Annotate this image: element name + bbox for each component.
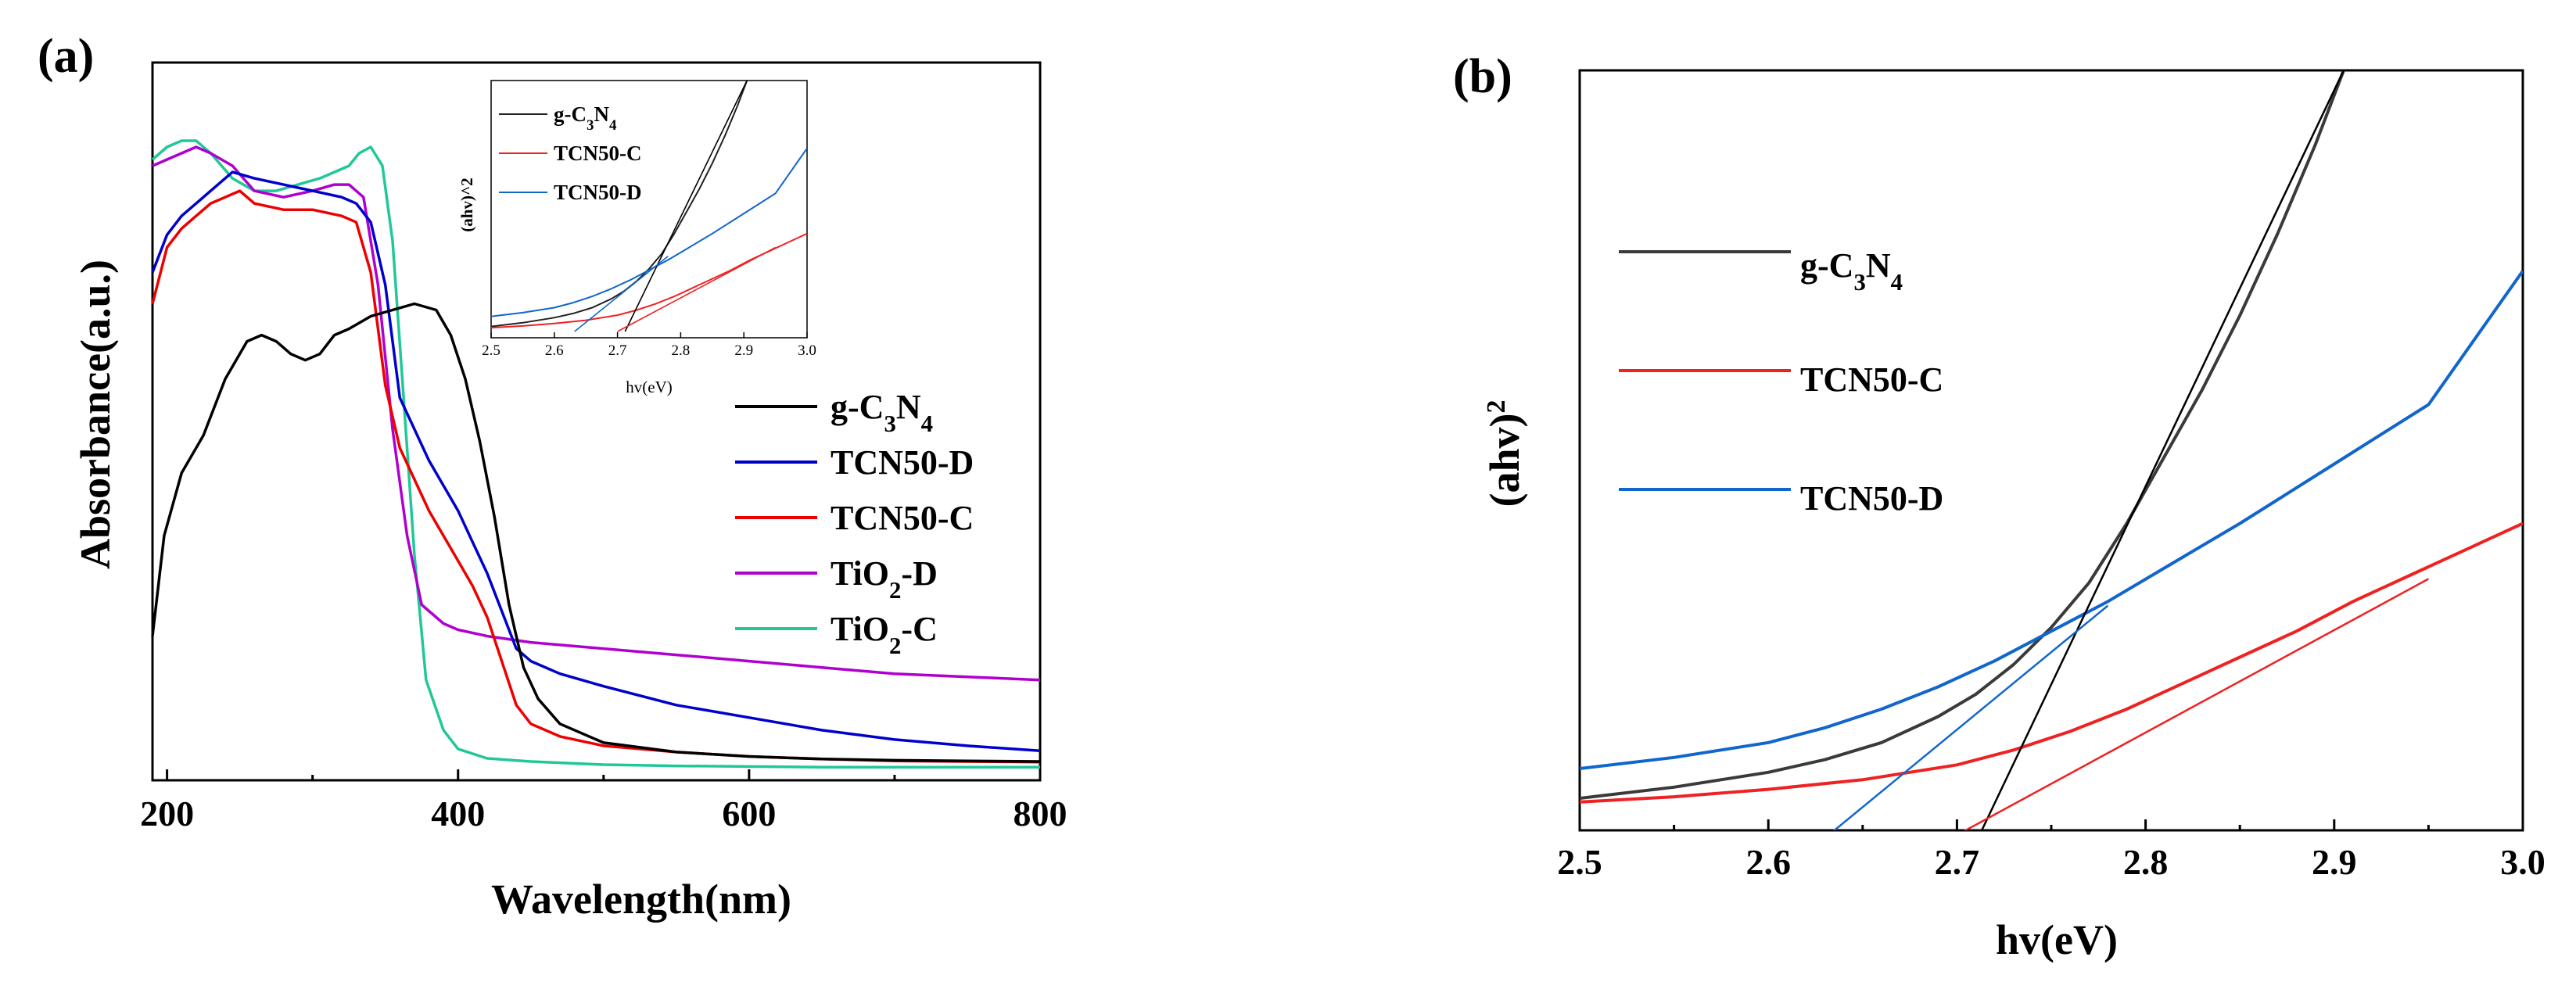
legend-a-label-g-c3n4-label_main: g-C	[831, 388, 884, 426]
legend-inset-label-g-c3n4-label_main: g-C	[554, 102, 587, 126]
plot-b-x-tick-label: 2.8	[2123, 842, 2169, 882]
plot-b: 2.5 2.6 2.7 2.8 2.9 3.0 g-C3N4 TCN50-C TCN50-D	[1557, 69, 2546, 882]
plot-a-series-tcn50-d	[151, 170, 1041, 753]
plot-b-x-tick-label: 2.9	[2312, 842, 2357, 882]
legend-b-label-g-c3n4-sub2: 4	[1891, 269, 1903, 296]
plot-b-y-title: (ahv)2	[1481, 400, 1528, 507]
legend-a-label-g-c3n4-sub1: 3	[884, 410, 895, 437]
plot-b-y-title-main: (ahv)	[1481, 414, 1528, 507]
inset-x-tick-label: 2.6	[545, 342, 564, 359]
plot-b-area	[1580, 70, 2523, 830]
legend-a-label-tcn50-c-label_main: TCN50-C	[831, 499, 974, 537]
plot-a: 200 400 600 800g-C3N4TCN50-DTCN50-CTiO2-DTi…	[140, 61, 1067, 833]
legend-b-label-tcn50-c: TCN50-C	[1800, 360, 1943, 399]
legend-a-label-tcn50-c: TCN50-C	[831, 499, 974, 537]
legend-b-label-g-c3n4-label_main: g-C	[1800, 246, 1853, 285]
plot-b-x-tick-label: 2.7	[1935, 842, 1980, 882]
inset-series-tcn50-d	[491, 148, 807, 317]
inset-y-title: (ahv)^2	[457, 177, 476, 231]
plot-b-series-tcn50-c	[1580, 521, 2523, 804]
legend-inset-label-g-c3n4: g-C3N4	[554, 102, 617, 134]
plot-b-tangent-g-c3n4	[1980, 70, 2345, 830]
inset-x-tick-label: 3.0	[798, 342, 816, 359]
legend-a-label-tio2-d-sub1: 2	[889, 577, 901, 604]
plot-a-x-tick-label: 800	[1014, 794, 1067, 833]
inset-tangent-tcn50-c	[617, 246, 776, 332]
legend-b-label-g-c3n4-sub1: 3	[1853, 269, 1865, 296]
legend-inset-label-tcn50-c-label_main: TCN50-C	[554, 142, 642, 165]
legend-a-label-tio2-d-label_main: TiO	[831, 554, 889, 593]
legend-a-label-tio2-c-label_main: TiO	[831, 610, 889, 648]
legend-b-label-tcn50-d: TCN50-D	[1800, 479, 1943, 518]
plot-a-x-tick-label: 600	[722, 794, 776, 833]
legend-a-label-tcn50-d-label_main: TCN50-D	[831, 443, 974, 482]
inset-tangent-tcn50-d	[574, 256, 669, 332]
legend-a-label-tio2-d-mid: -D	[901, 554, 937, 593]
plot-b-tangent-tcn50-d	[1832, 604, 2109, 830]
plot-a-series-g-c3n4	[151, 302, 1041, 763]
plot-b-series-g-c3n4	[1580, 70, 2345, 800]
legend-a-label-tio2-d: TiO2-D	[831, 554, 938, 604]
inset-series-g-c3n4	[491, 81, 748, 328]
legend-a-label-tio2-c-sub1: 2	[889, 633, 901, 659]
legend-inset-label-tcn50-d: TCN50-D	[554, 181, 642, 204]
legend-inset-label-tcn50-d-label_main: TCN50-D	[554, 181, 642, 204]
legend-a-label-g-c3n4: g-C3N4	[831, 388, 933, 437]
legend-a-label-g-c3n4-sub2: 4	[921, 410, 933, 437]
inset-x-tick-label: 2.5	[482, 342, 500, 359]
legend-a-label-tio2-c: TiO2-C	[831, 610, 938, 659]
legend-a-label-tio2-c-mid: -C	[901, 610, 937, 648]
inset-frame	[490, 80, 808, 339]
plot-a-x-title: Wavelength(nm)	[491, 876, 791, 923]
legend-inset-label-g-c3n4-mid: N	[594, 102, 609, 126]
legend-b-label-tcn50-c-label_main: TCN50-C	[1800, 360, 1943, 399]
plot-a-x-tick-label: 400	[431, 794, 485, 833]
plot-a-series-tio2-d	[152, 145, 1041, 682]
plot-a-y-title: Absorbance(a.u.)	[72, 260, 119, 569]
plot-a-x-tick-label: 200	[140, 794, 194, 833]
plot-b-tangent-tcn50-c	[1963, 578, 2429, 830]
plot-b-x-title: hv(eV)	[1996, 916, 2118, 963]
plot-b-series-tcn50-d	[1580, 270, 2523, 770]
legend-a-label-tcn50-d: TCN50-D	[831, 443, 974, 482]
legend-inset-label-g-c3n4-sub2: 4	[609, 117, 617, 134]
inset-x-title: hv(eV)	[626, 378, 672, 396]
inset-tangent-g-c3n4	[624, 81, 748, 332]
plot-a-inset: 2.5 2.6 2.7 2.8 2.9 3.0 g-C3N4 TCN50-C TCN50-D	[482, 80, 816, 359]
legend-a-label-g-c3n4-mid: N	[896, 388, 921, 426]
legend-b-label-g-c3n4-mid: N	[1866, 246, 1891, 285]
legend-b-label-g-c3n4: g-C3N4	[1800, 246, 1903, 296]
inset-x-tick-label: 2.9	[734, 342, 753, 359]
plot-b-x-tick-label: 2.5	[1557, 842, 1602, 882]
legend-inset-label-tcn50-c: TCN50-C	[554, 142, 642, 165]
plot-a-frame	[151, 61, 1042, 782]
legend-inset-label-g-c3n4-sub1: 3	[587, 117, 594, 134]
plot-b-x-tick-label: 3.0	[2500, 842, 2546, 882]
inset-background	[491, 81, 807, 338]
plot-b-y-title-sup: 2	[1482, 400, 1511, 414]
inset-plot-area	[491, 81, 807, 332]
panel-b-label: (b)	[1453, 50, 1512, 103]
plot-b-x-tick-label: 2.6	[1745, 842, 1791, 882]
inset-x-tick-label: 2.7	[608, 342, 627, 359]
plot-b-frame	[1578, 69, 2524, 832]
inset-x-tick-label: 2.8	[672, 342, 691, 359]
legend-b-label-tcn50-d-label_main: TCN50-D	[1800, 479, 1943, 518]
panel-a-label: (a)	[38, 30, 94, 83]
